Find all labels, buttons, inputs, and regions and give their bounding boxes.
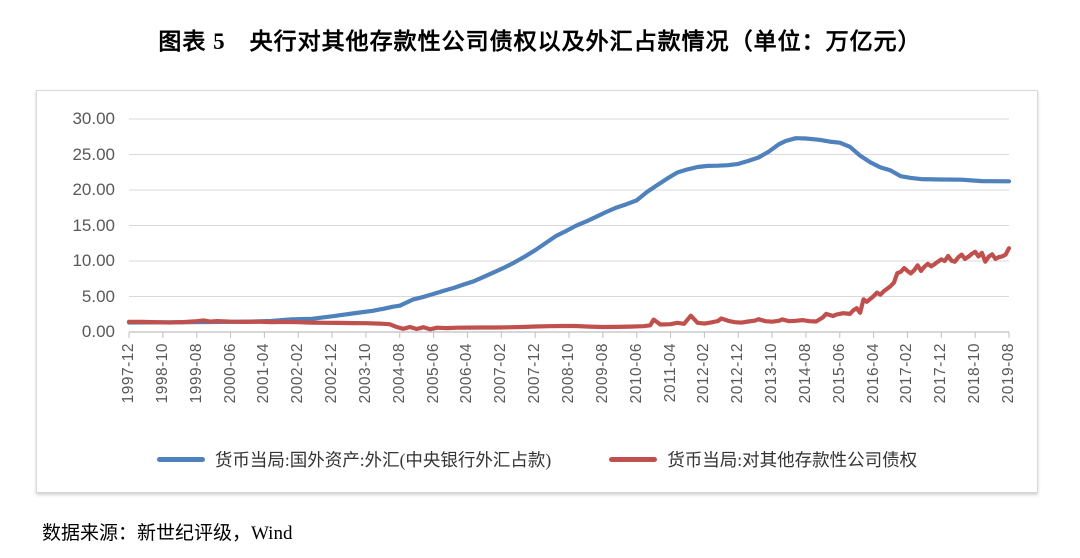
y-tick-label: 25.00 xyxy=(72,144,115,164)
legend-item-odc-claims: 货币当局:对其他存款性公司债权 xyxy=(609,447,917,472)
x-tick-label: 2000-06 xyxy=(221,343,239,404)
legend-label-fx-holdings: 货币当局:国外资产:外汇(中央银行外汇占款) xyxy=(214,450,552,470)
blue-line-swatch-icon xyxy=(156,457,205,462)
x-tick-label: 2005-06 xyxy=(424,343,442,404)
x-tick-label: 2001-04 xyxy=(255,343,273,404)
x-tick-label: 2007-12 xyxy=(526,343,544,404)
x-tick-label: 2002-12 xyxy=(323,343,341,404)
x-tick-label: 2008-10 xyxy=(560,343,577,404)
y-tick-label: 5.00 xyxy=(81,286,115,306)
x-tick-label: 1998-10 xyxy=(153,343,171,404)
y-tick-label: 15.00 xyxy=(72,215,115,235)
chart-card: 30.00 25.00 20.00 15.00 10.00 5.00 0.00 1997-1… xyxy=(36,90,1038,493)
x-tick-label: 1999-08 xyxy=(187,343,205,404)
line-chart-plot xyxy=(126,118,1012,338)
chart-legend: 货币当局:国外资产:外汇(中央银行外汇占款) 货币当局:对其他存款性公司债权 xyxy=(37,447,1037,472)
x-tick-label: 2003-10 xyxy=(356,343,374,404)
x-tick-label: 2018-10 xyxy=(966,343,984,404)
y-tick-label: 20.00 xyxy=(72,180,115,199)
x-tick-label: 2017-02 xyxy=(898,343,916,404)
x-tick-label: 2012-02 xyxy=(695,343,713,404)
x-tick-label: 2014-08 xyxy=(796,343,814,404)
x-tick-label: 1997-12 xyxy=(120,343,137,404)
x-tick-label: 2013-10 xyxy=(763,343,781,404)
y-axis-labels: 30.00 25.00 20.00 15.00 10.00 5.00 0.00 xyxy=(37,91,117,371)
y-tick-label: 30.00 xyxy=(72,109,115,128)
page-title: 图表 5 央行对其他存款性公司债权以及外汇占款情况（单位：万亿元） xyxy=(158,29,922,54)
x-tick-label: 2010-06 xyxy=(627,343,645,404)
legend-label-odc-claims: 货币当局:对其他存款性公司债权 xyxy=(667,450,918,470)
x-tick-label: 2002-02 xyxy=(289,343,307,404)
x-tick-label: 2011-04 xyxy=(661,343,679,403)
x-tick-label: 2006-04 xyxy=(458,343,476,404)
x-tick-label: 2012-12 xyxy=(729,343,747,404)
x-tick-label: 2017-12 xyxy=(932,343,950,404)
x-tick-label: 2004-08 xyxy=(390,343,408,404)
red-line-swatch-icon xyxy=(609,457,658,462)
x-tick-label: 2015-06 xyxy=(830,343,848,404)
legend-item-fx-holdings: 货币当局:国外资产:外汇(中央银行外汇占款) xyxy=(156,447,552,472)
x-tick-label: 2016-04 xyxy=(864,343,882,404)
x-axis-labels: 1997-12 1998-10 1999-08 2000-06 2001-04 2002-… xyxy=(37,343,1037,438)
x-tick-label: 2007-02 xyxy=(492,343,510,404)
x-tick-label: 2019-08 xyxy=(1000,343,1017,404)
data-source-note: 数据来源：新世纪评级，Wind xyxy=(42,523,293,544)
y-tick-label: 10.00 xyxy=(72,251,115,270)
y-tick-label: 0.00 xyxy=(81,322,115,341)
x-tick-label: 2009-08 xyxy=(593,343,611,404)
